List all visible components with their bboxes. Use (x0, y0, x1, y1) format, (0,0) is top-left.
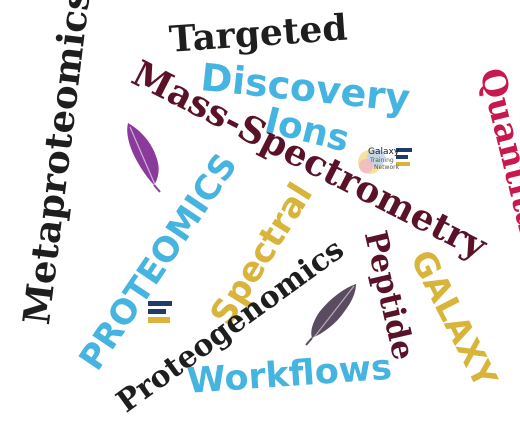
galaxy-logo-line1: Galaxy (368, 147, 400, 157)
word-quantitation: Quantitation (471, 64, 520, 311)
galaxy-logo-line2: Training (370, 157, 394, 164)
word-galaxy: GALAXY (402, 243, 506, 394)
feather-icon-purple (127, 123, 161, 193)
word-peptide: Peptide (356, 227, 422, 364)
feather-icon-slate (305, 284, 356, 346)
galaxy-bars-icon (148, 301, 172, 323)
word-targeted: Targeted (167, 6, 349, 61)
word-workflows: Workflows (185, 347, 394, 402)
galaxy-logo: Galaxy Training Network (356, 144, 414, 180)
galaxy-logo-line3: Network (374, 164, 400, 171)
word-metaproteomics: Metaproteomics (14, 0, 99, 327)
